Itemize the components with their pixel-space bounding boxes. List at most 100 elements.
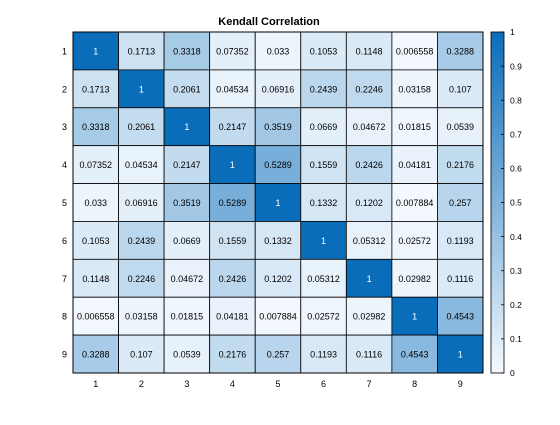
y-tick-label: 2 <box>62 84 67 94</box>
cell-value-label: 0.02982 <box>353 312 386 322</box>
cell-value-label: 0.04181 <box>398 160 431 170</box>
heatmap-cell-4-4 <box>209 145 256 184</box>
cell-value-label: 0.2426 <box>355 160 383 170</box>
heatmap-cell-1-6 <box>300 31 347 71</box>
cell-value-label: 0.04534 <box>125 160 158 170</box>
heatmap-cell-6-1 <box>72 221 119 260</box>
heatmap-cell-9-4 <box>209 334 256 374</box>
cell-value-label: 0.2439 <box>310 84 338 94</box>
cell-value-label: 0.006558 <box>396 46 434 56</box>
heatmap-cell-6-3 <box>163 221 211 260</box>
heatmap-cell-6-2 <box>118 221 165 260</box>
heatmap-cell-6-9 <box>437 221 484 260</box>
x-tick-label: 6 <box>321 379 326 389</box>
cell-value-label: 0.2426 <box>219 274 247 284</box>
cell-value-label: 0.0539 <box>173 350 201 360</box>
x-tick-label: 4 <box>230 379 235 389</box>
cell-value-label: 0.04672 <box>171 274 204 284</box>
cell-value-label: 0.107 <box>449 84 472 94</box>
cell-value-label: 1 <box>184 122 189 132</box>
cell-value-label: 0.0669 <box>310 122 338 132</box>
heatmap-cell-4-2 <box>118 145 165 184</box>
x-tick-label: 7 <box>367 379 372 389</box>
heatmap-cell-2-9 <box>437 69 484 109</box>
cell-value-label: 0.2147 <box>219 122 247 132</box>
colorbar-tick-label: 0.7 <box>510 130 522 140</box>
x-tick-label: 2 <box>139 379 144 389</box>
cell-value-label: 0.033 <box>267 46 290 56</box>
heatmap-cell-4-1 <box>72 145 119 184</box>
heatmap-cell-2-8 <box>391 69 438 109</box>
cell-value-label: 0.1202 <box>264 274 292 284</box>
heatmap-cell-2-3 <box>163 69 211 109</box>
cell-value-label: 1 <box>275 198 280 208</box>
colorbar-tick-label: 0 <box>510 368 515 378</box>
heatmap-cell-5-7 <box>345 183 393 222</box>
heatmap-cell-6-5 <box>254 221 302 260</box>
cell-value-label: 0.06916 <box>262 84 295 94</box>
cell-value-label: 0.1332 <box>310 198 338 208</box>
heatmap-cell-8-7 <box>345 296 393 336</box>
y-tick-label: 8 <box>62 312 67 322</box>
cell-value-label: 0.1559 <box>219 236 247 246</box>
cell-value-label: 0.257 <box>267 350 290 360</box>
heatmap-cell-9-6 <box>300 334 347 374</box>
colorbar-tick-label: 0.1 <box>510 334 522 344</box>
cell-value-label: 1 <box>230 160 235 170</box>
cell-value-label: 0.2439 <box>128 236 156 246</box>
cell-value-label: 0.3519 <box>173 198 201 208</box>
heatmap-cell-3-5 <box>254 107 302 147</box>
cell-value-label: 0.0539 <box>446 122 474 132</box>
cell-value-label: 0.07352 <box>80 160 113 170</box>
cell-value-label: 1 <box>458 350 463 360</box>
cell-value-label: 0.04181 <box>216 312 249 322</box>
heatmap-cell-5-4 <box>209 183 256 222</box>
y-tick-label: 3 <box>62 122 67 132</box>
cell-value-label: 0.05312 <box>353 236 386 246</box>
cell-value-label: 0.107 <box>130 350 153 360</box>
heatmap-cell-5-6 <box>300 183 347 222</box>
cell-value-label: 0.02982 <box>398 274 431 284</box>
cell-value-label: 0.257 <box>449 198 472 208</box>
cell-value-label: 0.0669 <box>173 236 201 246</box>
heatmap-cell-9-1 <box>72 334 119 374</box>
cell-value-label: 0.3519 <box>264 122 292 132</box>
cell-value-label: 0.04534 <box>216 84 249 94</box>
cell-value-label: 0.033 <box>85 198 108 208</box>
x-tick-label: 1 <box>93 379 98 389</box>
cell-value-label: 0.1053 <box>82 236 110 246</box>
colorbar-tick-label: 0.4 <box>510 232 522 242</box>
cell-value-label: 0.3318 <box>82 122 110 132</box>
heatmap-cell-2-1 <box>72 69 119 109</box>
heatmap-cell-3-4 <box>209 107 256 147</box>
cell-value-label: 0.1193 <box>310 350 337 360</box>
heatmap-cell-6-6 <box>300 221 347 260</box>
y-tick-label: 9 <box>62 350 67 360</box>
heatmap-cell-2-5 <box>254 69 302 109</box>
cell-value-label: 1 <box>139 84 144 94</box>
heatmap-cell-8-9 <box>437 296 484 336</box>
heatmap-cell-3-2 <box>118 107 165 147</box>
cell-value-label: 0.1116 <box>447 274 473 284</box>
cell-value-label: 1 <box>367 274 372 284</box>
cell-value-label: 0.2246 <box>128 274 156 284</box>
cell-value-label: 0.1053 <box>310 46 338 56</box>
heatmap-cell-5-3 <box>163 183 211 222</box>
cell-value-label: 0.2246 <box>355 84 383 94</box>
cell-value-label: 0.2176 <box>219 350 247 360</box>
heatmap-cell-2-7 <box>345 69 393 109</box>
heatmap-cell-8-6 <box>300 296 347 336</box>
cell-value-label: 0.3288 <box>446 46 474 56</box>
cell-value-label: 0.3288 <box>82 350 110 360</box>
y-tick-label: 1 <box>62 46 67 56</box>
heatmap-cell-9-7 <box>345 334 393 374</box>
cell-value-label: 0.1713 <box>82 84 110 94</box>
heatmap-cell-7-5 <box>254 258 302 298</box>
colorbar-tick-label: 0.8 <box>510 95 522 105</box>
cell-value-label: 0.2176 <box>446 160 474 170</box>
colorbar-tick-label: 0.6 <box>510 164 522 174</box>
y-tick-label: 6 <box>62 236 67 246</box>
x-tick-label: 5 <box>275 379 280 389</box>
colorbar-tick-label: 0.9 <box>510 61 522 71</box>
